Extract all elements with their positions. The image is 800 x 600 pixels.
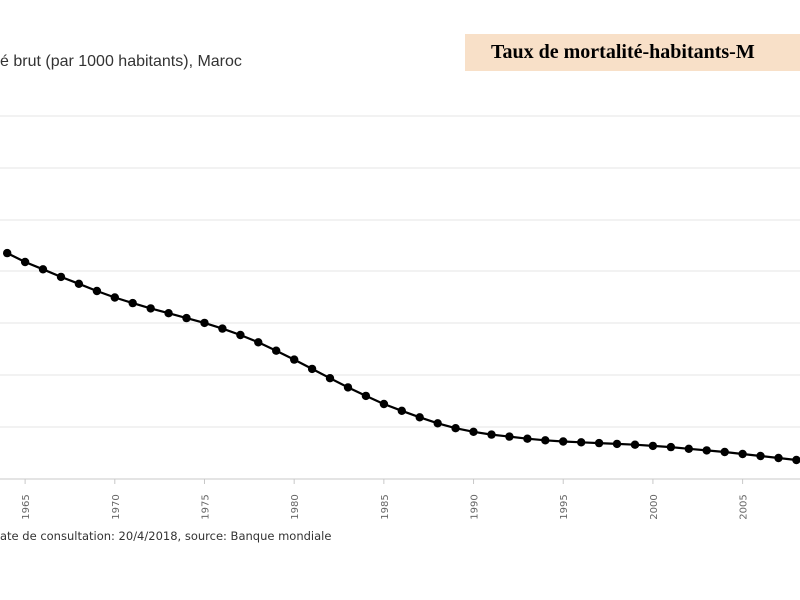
data-point[interactable] xyxy=(738,449,747,459)
data-point[interactable] xyxy=(110,293,120,302)
chart-title: Taux de mortalité-habitants-M xyxy=(491,41,755,63)
data-point[interactable] xyxy=(415,413,424,422)
data-point[interactable] xyxy=(397,406,406,415)
data-point[interactable] xyxy=(343,383,353,392)
data-point[interactable] xyxy=(361,391,371,401)
x-tick-label: 1970 xyxy=(111,494,122,519)
data-point[interactable] xyxy=(272,346,281,355)
x-tick-label: 1995 xyxy=(559,494,570,519)
data-point[interactable] xyxy=(56,272,66,282)
data-point[interactable] xyxy=(612,439,622,449)
data-point[interactable] xyxy=(290,355,299,364)
data-point[interactable] xyxy=(487,430,496,439)
data-point[interactable] xyxy=(254,338,263,347)
data-point[interactable] xyxy=(20,257,30,267)
data-point[interactable] xyxy=(469,427,478,436)
data-point[interactable] xyxy=(630,440,640,449)
data-point[interactable] xyxy=(433,419,442,428)
data-point[interactable] xyxy=(3,248,12,258)
series-line xyxy=(6,252,797,462)
data-point[interactable] xyxy=(648,441,658,451)
x-tick-label: 1980 xyxy=(290,494,301,519)
data-point[interactable] xyxy=(164,309,173,318)
data-point[interactable] xyxy=(523,434,532,443)
data-point[interactable] xyxy=(379,399,389,409)
data-point[interactable] xyxy=(594,438,604,448)
chart-subtitle: é brut (par 1000 habitants), Maroc xyxy=(0,53,242,70)
data-point[interactable] xyxy=(541,436,550,445)
x-tick-label: 2005 xyxy=(739,494,750,519)
data-point[interactable] xyxy=(128,298,137,308)
data-point[interactable] xyxy=(559,437,568,446)
x-tick-label: 1965 xyxy=(21,494,32,519)
data-point[interactable] xyxy=(146,304,155,313)
data-point[interactable] xyxy=(792,455,800,465)
data-point[interactable] xyxy=(236,330,245,340)
data-point[interactable] xyxy=(720,447,729,457)
data-point[interactable] xyxy=(218,324,227,333)
data-point[interactable] xyxy=(505,432,514,441)
data-point[interactable] xyxy=(200,318,209,328)
x-axis: 1965 1970 1975 1980 1985 1990 1995 2000 2005 xyxy=(21,479,750,520)
data-points xyxy=(3,248,800,465)
data-point[interactable] xyxy=(451,424,460,433)
x-tick-label: 1985 xyxy=(380,494,391,519)
data-point[interactable] xyxy=(666,442,676,452)
data-point[interactable] xyxy=(577,438,586,447)
data-point[interactable] xyxy=(325,374,335,383)
data-point[interactable] xyxy=(774,453,783,463)
data-point[interactable] xyxy=(684,444,693,453)
line-chart: 1965 1970 1975 1980 1985 1990 1995 2000 2005 xyxy=(0,115,800,520)
series-path xyxy=(6,252,797,462)
source-footer: ate de consultation: 20/4/2018, source: … xyxy=(0,529,332,543)
data-point[interactable] xyxy=(74,279,84,288)
data-point[interactable] xyxy=(182,313,191,323)
x-tick-label: 1975 xyxy=(200,494,211,519)
data-point[interactable] xyxy=(92,286,102,296)
data-point[interactable] xyxy=(702,446,711,455)
data-point[interactable] xyxy=(307,364,317,374)
data-point[interactable] xyxy=(38,265,48,274)
x-tick-label: 1990 xyxy=(470,494,481,519)
chart-title-box: Taux de mortalité-habitants-M xyxy=(465,34,800,71)
x-tick-label: 2000 xyxy=(649,494,660,519)
grid-lines xyxy=(0,115,800,480)
data-point[interactable] xyxy=(756,451,765,461)
